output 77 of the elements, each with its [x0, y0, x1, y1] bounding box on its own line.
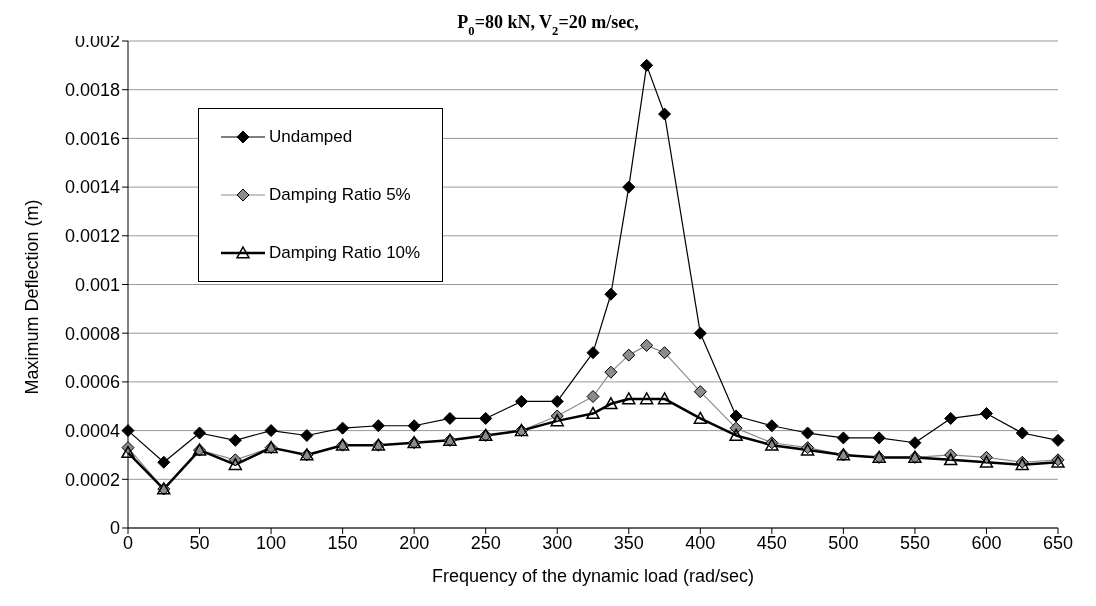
- point: [157, 455, 171, 469]
- point: [550, 394, 564, 408]
- x-tick-label: 0: [122, 532, 134, 553]
- x-tick-label: 350: [613, 532, 644, 553]
- point: [622, 180, 636, 194]
- point: [1015, 426, 1029, 440]
- y-tick-label: 0.0006: [64, 372, 120, 393]
- legend-label: Damping Ratio 5%: [269, 185, 411, 205]
- point: [121, 424, 135, 438]
- point: [693, 326, 707, 340]
- point: [121, 445, 135, 459]
- x-tick-label: 300: [542, 532, 573, 553]
- point: [943, 453, 958, 466]
- y-axis-title: Maximum Deflection (m): [22, 199, 43, 395]
- y-tick-label: 0.0002: [64, 469, 120, 490]
- point: [514, 394, 528, 408]
- point: [765, 419, 779, 433]
- point: [801, 426, 815, 440]
- point: [836, 431, 850, 445]
- x-tick-label: 450: [756, 532, 787, 553]
- point: [658, 107, 672, 121]
- point: [604, 287, 618, 301]
- point: [586, 346, 600, 360]
- point: [407, 419, 421, 433]
- y-tick-label: 0.001: [74, 274, 120, 295]
- point: [264, 424, 278, 438]
- y-tick-label: 0.0008: [64, 323, 120, 344]
- y-tick-label: 0.0004: [64, 420, 120, 441]
- point: [658, 346, 672, 360]
- point: [371, 419, 385, 433]
- point: [550, 414, 564, 427]
- point: [604, 397, 618, 410]
- point: [479, 411, 493, 425]
- legend-label: Damping Ratio 10%: [269, 243, 421, 263]
- chart-title: P$_{0}$=80 kN, V$_{2}$=20 m/sec,: [457, 12, 639, 38]
- point: [228, 457, 243, 471]
- x-tick-label: 150: [327, 532, 358, 553]
- point: [640, 58, 654, 72]
- legend-label: Undamped: [269, 127, 353, 147]
- x-tick-label: 200: [399, 532, 430, 553]
- point: [908, 436, 922, 450]
- x-tick-label: 500: [828, 532, 859, 553]
- x-tick-label: 650: [1042, 532, 1074, 553]
- y-tick-label: 0.0016: [64, 128, 120, 149]
- point: [336, 421, 350, 435]
- point: [586, 406, 600, 420]
- point: [693, 411, 708, 424]
- x-tick-label: 550: [899, 532, 930, 553]
- point: [193, 426, 207, 440]
- point: [693, 385, 707, 399]
- point: [639, 392, 654, 405]
- point: [640, 338, 654, 352]
- x-tick-label: 250: [470, 532, 501, 553]
- point: [944, 411, 958, 425]
- y-tick-label: 0.0014: [64, 177, 120, 198]
- point: [443, 411, 457, 425]
- y-tick-label: 0.0012: [64, 226, 120, 247]
- point: [979, 407, 993, 421]
- point: [729, 428, 743, 442]
- point: [729, 409, 743, 423]
- point: [622, 348, 636, 362]
- point: [228, 433, 242, 447]
- x-axis-title: Frequency of the dynamic load (rad/sec): [431, 566, 755, 586]
- point: [979, 455, 994, 468]
- y-tick-label: 0.0018: [64, 80, 120, 101]
- x-tick-label: 400: [685, 532, 716, 553]
- point: [622, 392, 636, 405]
- point: [300, 428, 314, 442]
- point: [1051, 433, 1065, 447]
- x-tick-label: 600: [971, 532, 1002, 553]
- point: [586, 390, 600, 404]
- point: [872, 431, 886, 445]
- x-tick-label: 100: [256, 532, 287, 553]
- point: [657, 392, 672, 405]
- y-tick-label: 0: [109, 518, 120, 539]
- point: [604, 365, 618, 379]
- x-tick-label: 50: [189, 532, 210, 553]
